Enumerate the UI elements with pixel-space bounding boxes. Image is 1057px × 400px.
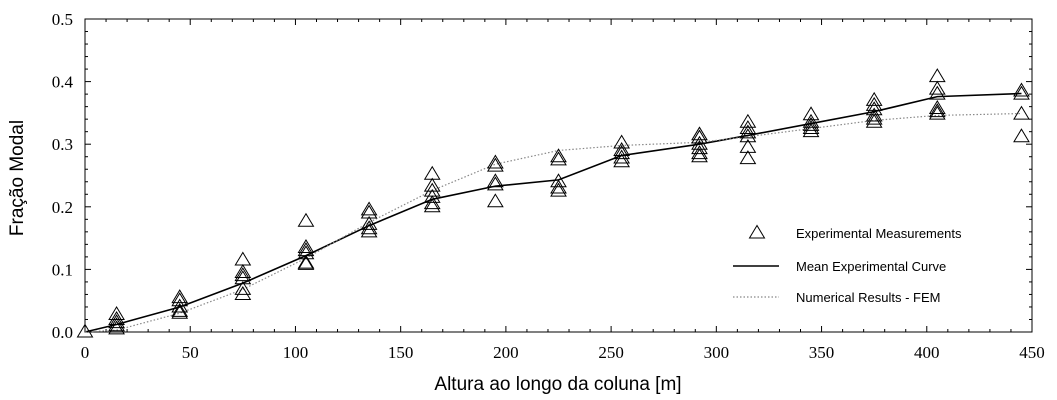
data-point-triangle (739, 138, 757, 153)
x-tick-label: 100 (283, 343, 309, 362)
x-tick-label: 150 (388, 343, 414, 362)
data-point-triangle (802, 116, 820, 131)
data-point-triangle (739, 128, 757, 143)
data-point-triangle (297, 239, 315, 253)
data-point-triangle (486, 173, 504, 188)
data-point-triangle (865, 110, 883, 125)
data-point-triangle (423, 182, 441, 197)
data-point-triangle (297, 212, 315, 227)
data-point-triangle (550, 151, 567, 166)
data-point-triangle (739, 124, 757, 139)
data-point-triangle (691, 145, 708, 160)
data-point-triangle (865, 96, 883, 111)
mean-curve (84, 92, 1022, 333)
data-point-triangle (691, 126, 708, 141)
data-point-triangle (234, 251, 252, 266)
data-point-triangle (171, 289, 189, 304)
y-tick-label: 0.4 (52, 73, 74, 92)
data-point-triangle (360, 201, 378, 216)
data-point-triangle (171, 302, 189, 317)
data-point-triangle (108, 314, 125, 329)
data-point-triangle (234, 267, 252, 282)
data-point-triangle (928, 68, 946, 83)
fem-curve (84, 112, 1022, 333)
x-tick-label: 350 (809, 343, 835, 362)
data-point-triangle (360, 223, 378, 238)
data-point-triangle (550, 148, 567, 163)
data-point-triangle (1013, 128, 1030, 143)
data-point-triangle (423, 177, 441, 192)
data-point-triangle (550, 182, 567, 197)
data-point-triangle (802, 106, 820, 121)
legend-label-mean: Mean Experimental Curve (796, 259, 946, 274)
x-tick-label: 0 (81, 343, 90, 362)
data-point-triangle (1013, 82, 1030, 97)
x-tick-label: 50 (182, 343, 199, 362)
y-tick-label: 0.0 (52, 323, 73, 342)
data-point-triangle (691, 129, 708, 144)
data-point-triangle (928, 85, 946, 100)
y-axis-title: Fração Modal (7, 120, 28, 236)
data-point-triangle (108, 305, 125, 320)
data-point-triangle (928, 80, 946, 95)
data-point-triangle (234, 285, 252, 300)
legend-label-fem: Numerical Results - FEM (796, 290, 940, 305)
data-point-triangle (1013, 85, 1030, 100)
data-point-triangle (171, 292, 189, 307)
data-point-triangle (739, 113, 757, 128)
series-lines (84, 92, 1022, 333)
x-tick-label: 450 (1019, 343, 1045, 362)
data-point-triangle (1013, 105, 1030, 120)
data-point-triangle (802, 113, 820, 128)
data-point-triangle (297, 255, 315, 270)
data-point-triangle (423, 165, 441, 180)
x-tick-label: 400 (914, 343, 940, 362)
data-point-triangle (234, 264, 252, 279)
data-point-triangle (613, 153, 631, 168)
y-tick-label: 0.2 (52, 198, 73, 217)
plot-area-frame (84, 18, 1033, 333)
data-point-triangle (423, 198, 441, 213)
data-point-triangle (928, 100, 946, 115)
data-point-triangle (486, 154, 504, 169)
axis-ticks (84, 18, 1033, 333)
data-point-triangle (486, 157, 504, 172)
data-point-triangle (486, 193, 504, 208)
legend-label-experimental: Experimental Measurements (796, 226, 962, 241)
data-point-triangle (360, 204, 378, 219)
data-point-triangle (297, 242, 315, 257)
x-axis-title: Altura ao longo da coluna [m] (434, 374, 681, 395)
data-point-triangle (234, 280, 252, 295)
y-tick-label: 0.3 (52, 135, 73, 154)
data-point-triangle (550, 173, 567, 188)
data-point-triangle (360, 220, 378, 235)
data-point-triangle (613, 141, 631, 156)
data-point-triangle (76, 323, 94, 338)
x-tick-label: 200 (493, 343, 519, 362)
legend-triangle-symbol (748, 224, 766, 239)
x-tick-label: 250 (598, 343, 624, 362)
tick-labels: 0 50 100 150 200 250 300 350 400 450 0.0 0.1 0.2 0.3 0… (52, 10, 1045, 362)
data-point-triangle (486, 176, 504, 191)
data-point-triangle (865, 101, 883, 116)
data-point-triangle (928, 105, 946, 120)
y-tick-label: 0.1 (52, 260, 73, 279)
x-tick-label: 300 (704, 343, 730, 362)
legend: Experimental Measurements Mean Experimen… (733, 224, 962, 305)
data-point-triangle (739, 150, 757, 165)
data-point-triangle (297, 254, 315, 269)
data-point-triangle (865, 91, 883, 106)
data-point-triangle (613, 145, 631, 160)
y-tick-label: 0.5 (52, 10, 73, 29)
data-point-triangle (108, 311, 125, 325)
data-point-triangle (928, 103, 946, 118)
data-point-triangle (691, 148, 708, 163)
data-point-triangle (613, 134, 631, 149)
data-point-triangle (691, 140, 708, 155)
data-point-triangle (613, 149, 631, 164)
data-point-triangle (360, 215, 378, 230)
scatter-markers (76, 68, 1030, 338)
